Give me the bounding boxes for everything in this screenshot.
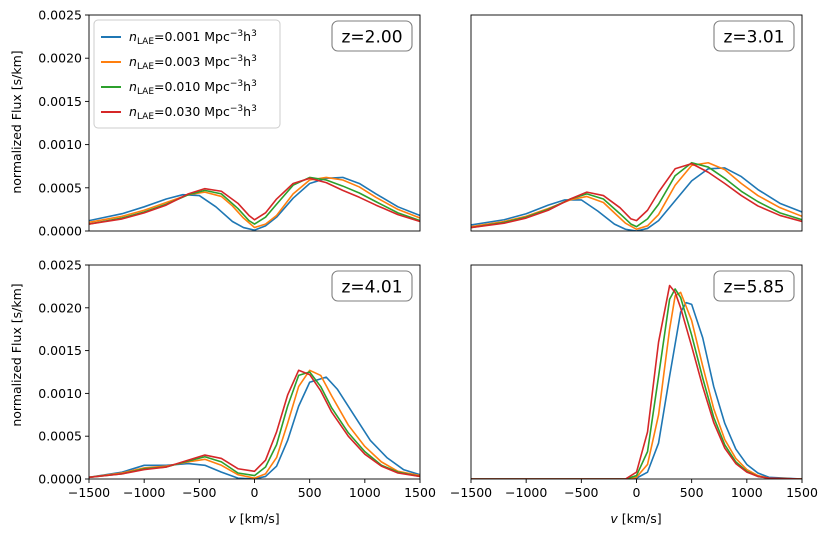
legend: nLAE=0.001 Mpc−3h3 nLAE=0.003 Mpc−3h3 nL… [93,19,281,129]
y-tick-label: 0.0010 [38,386,82,401]
x-axis-label-right-var: v [610,511,618,526]
legend-label-1-tail: h [243,54,251,69]
x-axis-label-left-var: v [228,511,236,526]
y-tick-label: 0.0000 [38,472,82,487]
y-tick-label: 0.0020 [38,300,82,315]
legend-label-0-exp: −3 [230,29,243,39]
x-axis-label-right: v [km/s] [610,511,661,526]
legend-label-0-value: =0.001 Mpc [154,29,230,44]
legend-label-3-exp: −3 [230,104,243,114]
legend-label-2-tailexp: 3 [251,79,257,89]
legend-label-2-exp: −3 [230,79,243,89]
y-tick-label: 0.0005 [38,180,82,195]
legend-label-1: nLAE=0.003 Mpc−3h3 [129,54,257,72]
legend-label-2-value: =0.010 Mpc [154,79,230,94]
series-line-3 [471,284,802,479]
series-line-3 [89,369,420,479]
y-axis-label-bottom: normalized Flux [s/km] [9,283,24,426]
panel-z-3-01: z=3.01 [470,14,803,232]
x-tick-label: 500 [298,485,322,500]
legend-label-2: nLAE=0.010 Mpc−3h3 [129,79,257,97]
x-tick-label: −500 [564,485,598,500]
x-axis-label-left: v [km/s] [228,511,279,526]
series-line-3 [89,177,420,225]
legend-label-0-sub: LAE [137,37,154,47]
y-tick-label: 0.0005 [38,429,82,444]
legend-label-3-sym: n [129,104,137,119]
x-tick-label: −1000 [123,485,165,500]
legend-label-2-sub: LAE [137,87,154,97]
y-tick-label: 0.0025 [38,8,82,23]
legend-entry-0: nLAE=0.001 Mpc−3h3 [101,29,257,47]
legend-entry-3: nLAE=0.030 Mpc−3h3 [101,104,257,122]
series-line-0 [471,167,802,231]
redshift-label: z=4.01 [341,278,402,298]
legend-label-0-tail: h [243,29,251,44]
legend-label-1-exp: −3 [230,54,243,64]
y-tick-label: 0.0020 [38,51,82,66]
legend-label-1-sym: n [129,54,137,69]
series-line-1 [471,291,802,479]
panel-z-2-00: 0.0000 0.0005 0.0010 0.0015 0.0020 0.0025 z=2.… [38,8,421,239]
panel-1-frame [470,14,803,232]
series-line-3 [471,162,802,229]
redshift-label: z=2.00 [341,28,402,48]
y-tick-label: 0.0015 [38,94,82,109]
panel-0-frame [88,14,421,232]
y-tick-label: 0.0010 [38,137,82,152]
redshift-label: z=5.85 [723,278,784,298]
panel-0-series-group [89,176,420,231]
legend-label-3: nLAE=0.030 Mpc−3h3 [129,104,257,122]
y-tick-label: 0.0025 [38,258,82,273]
x-axis-label-right-unit: [km/s] [618,511,662,526]
legend-label-0-tailexp: 3 [251,29,257,39]
x-axis-label-left-unit: [km/s] [236,511,280,526]
y-axis-label-top: normalized Flux [s/km] [9,50,24,193]
panel-2-series-group [89,369,420,479]
legend-label-3-tail: h [243,104,251,119]
legend-label-0-sym: n [129,29,137,44]
x-tick-label: 1000 [731,485,763,500]
legend-label-0: nLAE=0.001 Mpc−3h3 [129,29,257,47]
x-tick-label: 1500 [786,485,818,500]
redshift-label: z=3.01 [723,28,784,48]
redshift-label-box [331,270,413,302]
x-tick-label: −1000 [505,485,547,500]
series-line-0 [89,176,420,231]
redshift-label-box [713,270,795,302]
x-tick-label: −500 [182,485,216,500]
series-line-1 [89,176,420,229]
panel-z-5-85: −1500 −1000 −500 0 500 1000 1500 z=5.85 [450,264,818,500]
x-tick-label: 0 [251,485,259,500]
redshift-label-box [331,20,413,52]
legend-entry-2: nLAE=0.010 Mpc−3h3 [101,79,257,97]
legend-label-1-value: =0.003 Mpc [154,54,230,69]
redshift-label-box [713,20,795,52]
x-tick-label: 500 [680,485,704,500]
legend-frame [93,19,281,129]
x-tick-label: 1000 [349,485,381,500]
legend-label-1-sub: LAE [137,62,154,72]
x-tick-label: 0 [633,485,641,500]
legend-label-1-tailexp: 3 [251,54,257,64]
x-tick-label: −1500 [68,485,110,500]
y-tick-label: 0.0000 [38,224,82,239]
panel-1-series-group [471,161,802,231]
panel-z-4-01: 0.0000 0.0005 0.0010 0.0015 0.0020 0.0025 −150… [38,258,436,501]
x-tick-label: −1500 [450,485,492,500]
legend-label-3-value: =0.030 Mpc [154,104,230,119]
panel-3-series-group [471,284,802,479]
legend-label-2-sym: n [129,79,137,94]
legend-label-2-tail: h [243,79,251,94]
y-tick-label: 0.0015 [38,343,82,358]
legend-entry-1: nLAE=0.003 Mpc−3h3 [101,54,257,72]
x-tick-label: 1500 [404,485,436,500]
legend-label-3-tailexp: 3 [251,104,257,114]
legend-label-3-sub: LAE [137,112,154,122]
